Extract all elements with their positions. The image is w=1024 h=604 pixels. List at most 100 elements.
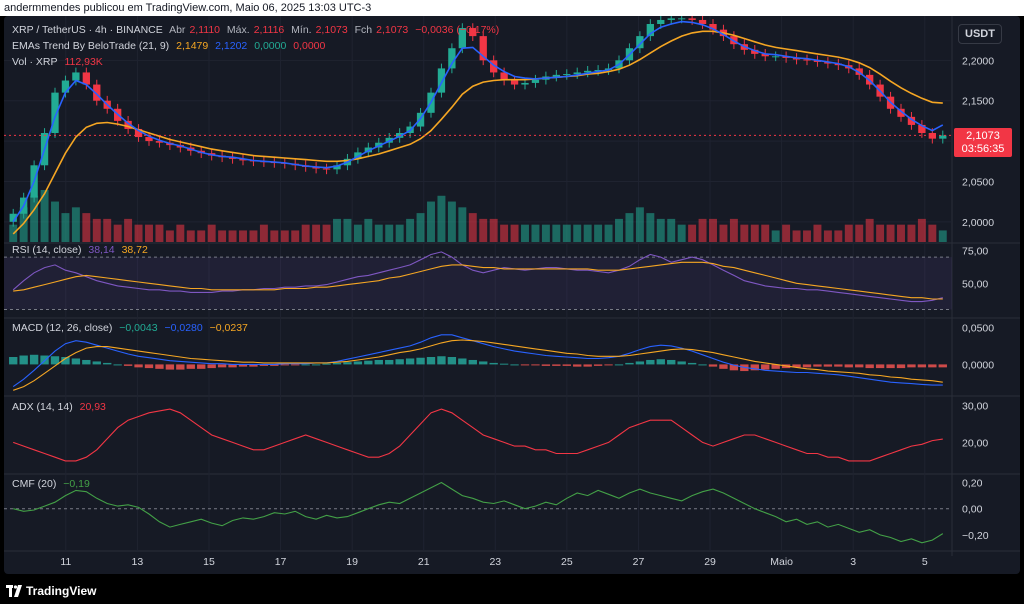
price-axis-label: 2,0500 xyxy=(962,176,994,188)
volume-bar xyxy=(656,218,665,242)
candle-body xyxy=(437,68,446,93)
macd-histogram-bar xyxy=(165,364,175,370)
close-label: Fch xyxy=(354,24,373,36)
volume-bar xyxy=(155,224,164,242)
rsi-legend[interactable]: RSI (14, close) 38,14 38,72 xyxy=(12,244,152,256)
candle-body xyxy=(155,141,164,143)
rsi-line xyxy=(12,251,943,303)
candle-body xyxy=(928,133,936,139)
macd-histogram-bar xyxy=(604,364,613,366)
macd-legend[interactable]: MACD (12, 26, close) −0,0043 −0,0280 −0,… xyxy=(12,322,252,334)
candle-body xyxy=(333,165,341,170)
macd-histogram-bar xyxy=(729,364,739,371)
tradingview-logo[interactable]: TradingView xyxy=(6,584,96,598)
cmf-axis-label: −0,20 xyxy=(962,530,989,542)
time-axis-label: 29 xyxy=(704,556,716,568)
volume-bar xyxy=(113,224,122,242)
macd-histogram-bar xyxy=(541,364,551,366)
time-axis-label: 19 xyxy=(346,556,358,568)
volume-bar xyxy=(865,218,874,242)
adx-line xyxy=(13,408,943,462)
macd-histogram-bar xyxy=(228,364,237,368)
macd-histogram-bar xyxy=(656,359,665,365)
adx-title: ADX (14, 14) xyxy=(12,401,73,413)
volume-bar xyxy=(468,213,477,242)
cmf-legend[interactable]: CMF (20) −0,19 xyxy=(12,478,94,490)
macd-histogram-bar xyxy=(823,364,833,367)
macd-histogram-bar xyxy=(437,356,446,365)
volume-bar xyxy=(709,218,717,242)
rsi-axis-label: 50,00 xyxy=(962,278,988,290)
ema-slow-line xyxy=(12,30,943,235)
macd-histogram-bar xyxy=(291,364,300,366)
volume-bar xyxy=(82,213,91,242)
volume-bar xyxy=(406,218,415,242)
macd-histogram-bar xyxy=(813,364,822,367)
publish-header-text: andermmendes publicou em TradingView.com… xyxy=(4,2,372,14)
volume-bar xyxy=(427,201,435,242)
macd-histogram-bar xyxy=(489,362,498,365)
volume-bar xyxy=(176,224,185,242)
candle-body xyxy=(531,79,540,83)
adx-axis-label: 30,00 xyxy=(962,400,988,412)
rsi-axis-label: 75,00 xyxy=(962,246,988,258)
volume-bar xyxy=(552,224,561,242)
change-value: −0,0036 (−0,17%) xyxy=(415,24,500,36)
candle-body xyxy=(469,28,477,37)
candle-body xyxy=(761,53,769,57)
rsi-band xyxy=(4,257,952,310)
symbol-legend: XRP / TetherUS · 4h · BINANCE Abr 2,1110 … xyxy=(12,24,503,36)
bar-countdown: 03:56:35 xyxy=(961,143,1005,155)
macd-histogram-bar xyxy=(552,364,561,366)
candle-body xyxy=(312,166,320,169)
price-axis-label: 2,0000 xyxy=(962,217,994,229)
ema-legend[interactable]: EMAs Trend By BeloTrade (21, 9) 2,1479 2… xyxy=(12,40,329,52)
macd-signal-value: −0,0237 xyxy=(209,322,248,334)
macd-histogram-bar xyxy=(113,364,122,366)
volume-bar xyxy=(374,224,383,242)
ema-value-4: 0,0000 xyxy=(293,40,326,52)
macd-histogram-bar xyxy=(562,364,571,366)
macd-histogram-bar xyxy=(573,364,582,367)
macd-histogram-bar xyxy=(385,359,394,365)
rsi-ma-line xyxy=(13,261,943,300)
candle-body xyxy=(657,19,665,24)
time-axis-label: 17 xyxy=(275,556,287,568)
candle-body xyxy=(803,59,811,61)
volume-bar xyxy=(364,218,373,242)
candle-body xyxy=(918,124,926,133)
chart-area[interactable]: 11 13 15 17 19 21 23 25 27 29 Maio 3 5 2,2000 2,1500 2,… xyxy=(4,16,1020,574)
macd-histogram-bar xyxy=(280,364,289,366)
volume-bar xyxy=(928,224,937,242)
volume-bar xyxy=(301,224,310,242)
macd-histogram-bar xyxy=(92,361,101,365)
macd-histogram-bar xyxy=(468,359,477,365)
macd-histogram-bar xyxy=(677,361,686,365)
symbol-name[interactable]: XRP / TetherUS · 4h · BINANCE xyxy=(12,24,163,36)
macd-histogram-bar xyxy=(405,358,415,365)
volume-title: Vol · XRP xyxy=(12,56,58,68)
volume-bar xyxy=(385,224,394,242)
ema-value-3: 0,0000 xyxy=(254,40,287,52)
currency-button[interactable]: USDT xyxy=(958,24,1002,44)
time-axis-label: 23 xyxy=(489,556,501,568)
volume-bar xyxy=(541,224,550,242)
volume-bar xyxy=(343,218,352,242)
footer: TradingView xyxy=(0,578,1024,604)
macd-histogram-bar xyxy=(343,362,352,365)
chart-canvas[interactable]: 11 13 15 17 19 21 23 25 27 29 Maio 3 5 2,2000 2,1500 2,… xyxy=(4,16,1020,574)
candle-body xyxy=(228,157,237,159)
ema-value-2: 2,1202 xyxy=(215,40,248,52)
adx-value: 20,93 xyxy=(79,401,106,413)
adx-legend[interactable]: ADX (14, 14) 20,93 xyxy=(12,401,110,413)
volume-bar xyxy=(30,195,39,242)
candle-body xyxy=(584,70,592,73)
candle-body xyxy=(897,108,905,117)
macd-title: MACD (12, 26, close) xyxy=(12,322,113,334)
volume-legend[interactable]: Vol · XRP 112,93K xyxy=(12,56,107,68)
last-price: 2,1073 xyxy=(966,130,1000,142)
low-value: 2,1073 xyxy=(315,24,348,36)
candle-body xyxy=(510,80,519,85)
macd-histogram-bar xyxy=(593,364,603,366)
